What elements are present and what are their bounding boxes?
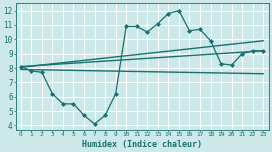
X-axis label: Humidex (Indice chaleur): Humidex (Indice chaleur)	[82, 140, 202, 149]
